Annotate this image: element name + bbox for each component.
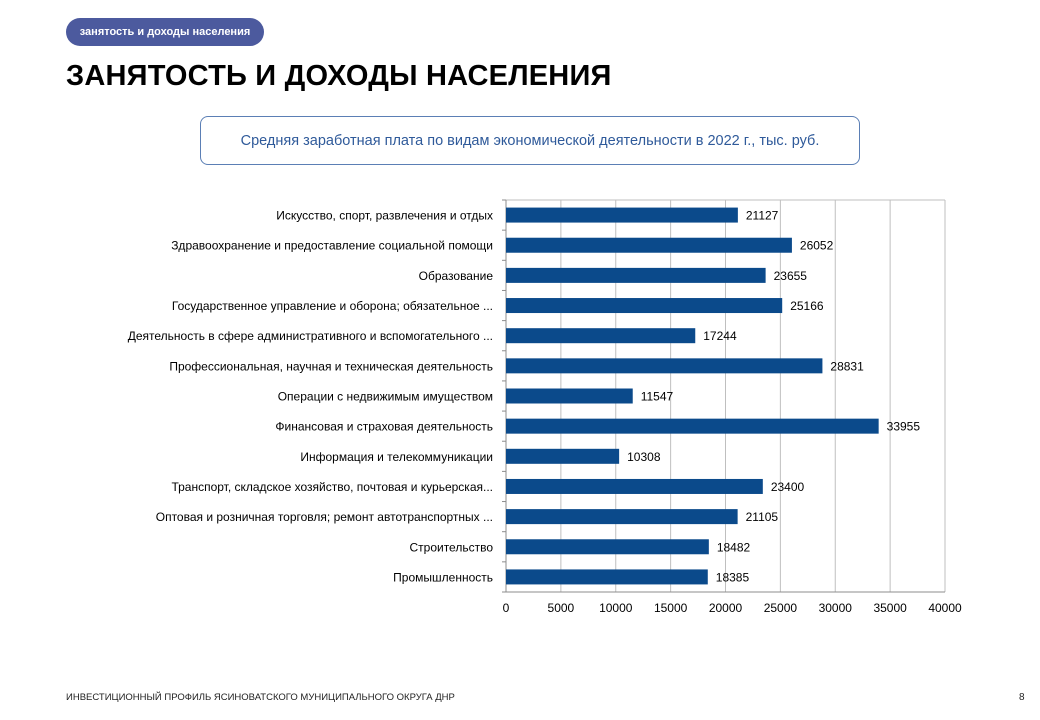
data-label: 26052 bbox=[800, 239, 834, 253]
bar bbox=[506, 569, 708, 585]
category-label: Профессиональная, научная и техническая … bbox=[169, 359, 493, 373]
category-label: Финансовая и страховая деятельность bbox=[275, 420, 493, 434]
bar bbox=[506, 267, 766, 283]
category-label: Образование bbox=[419, 269, 494, 283]
category-label: Государственное управление и оборона; об… bbox=[172, 299, 493, 313]
bar bbox=[506, 207, 738, 223]
x-tick-label: 20000 bbox=[709, 601, 743, 615]
data-label: 18385 bbox=[716, 570, 750, 584]
bar bbox=[506, 539, 709, 555]
data-label: 25166 bbox=[790, 299, 824, 313]
category-label: Оптовая и розничная торговля; ремонт авт… bbox=[156, 510, 493, 524]
x-tick-label: 5000 bbox=[548, 601, 575, 615]
x-tick-label: 25000 bbox=[764, 601, 798, 615]
data-label: 10308 bbox=[627, 450, 661, 464]
category-label: Информация и телекоммуникации bbox=[300, 450, 493, 464]
footer-text: ИНВЕСТИЦИОННЫЙ ПРОФИЛЬ ЯСИНОВАТСКОГО МУН… bbox=[66, 692, 455, 703]
bar bbox=[506, 478, 763, 494]
data-label: 23400 bbox=[771, 480, 805, 494]
bar bbox=[506, 328, 696, 344]
bar bbox=[506, 358, 823, 374]
x-tick-label: 15000 bbox=[654, 601, 688, 615]
bar bbox=[506, 237, 792, 253]
data-label: 28831 bbox=[830, 359, 864, 373]
x-tick-label: 0 bbox=[503, 601, 510, 615]
data-label: 17244 bbox=[703, 329, 737, 343]
x-tick-label: 30000 bbox=[819, 601, 853, 615]
bar bbox=[506, 418, 879, 434]
data-label: 33955 bbox=[887, 420, 921, 434]
chart-title: Средняя заработная плата по видам эконом… bbox=[200, 116, 860, 165]
data-label: 21105 bbox=[746, 510, 779, 524]
x-tick-label: 40000 bbox=[928, 601, 962, 615]
data-label: 18482 bbox=[717, 540, 751, 554]
bar bbox=[506, 448, 620, 464]
section-pill[interactable]: занятость и доходы населения bbox=[66, 18, 264, 46]
data-label: 21127 bbox=[746, 209, 779, 223]
category-label: Строительство bbox=[409, 540, 493, 554]
data-label: 11547 bbox=[641, 390, 674, 404]
page-title: ЗАНЯТОСТЬ И ДОХОДЫ НАСЕЛЕНИЯ bbox=[66, 60, 612, 92]
bar bbox=[506, 509, 738, 525]
category-label: Транспорт, складское хозяйство, почтовая… bbox=[171, 480, 493, 494]
x-tick-label: 35000 bbox=[873, 601, 907, 615]
category-label: Искусство, спорт, развлечения и отдых bbox=[276, 209, 493, 223]
page-number: 8 bbox=[1019, 692, 1025, 703]
bar bbox=[506, 388, 633, 404]
bar bbox=[506, 298, 783, 314]
data-label: 23655 bbox=[774, 269, 808, 283]
category-label: Операции с недвижимым имуществом bbox=[278, 390, 493, 404]
category-label: Здравоохранение и предоставление социаль… bbox=[171, 239, 493, 253]
category-label: Промышленность bbox=[393, 570, 493, 584]
category-label: Деятельность в сфере административного и… bbox=[128, 329, 493, 343]
x-tick-label: 10000 bbox=[599, 601, 633, 615]
